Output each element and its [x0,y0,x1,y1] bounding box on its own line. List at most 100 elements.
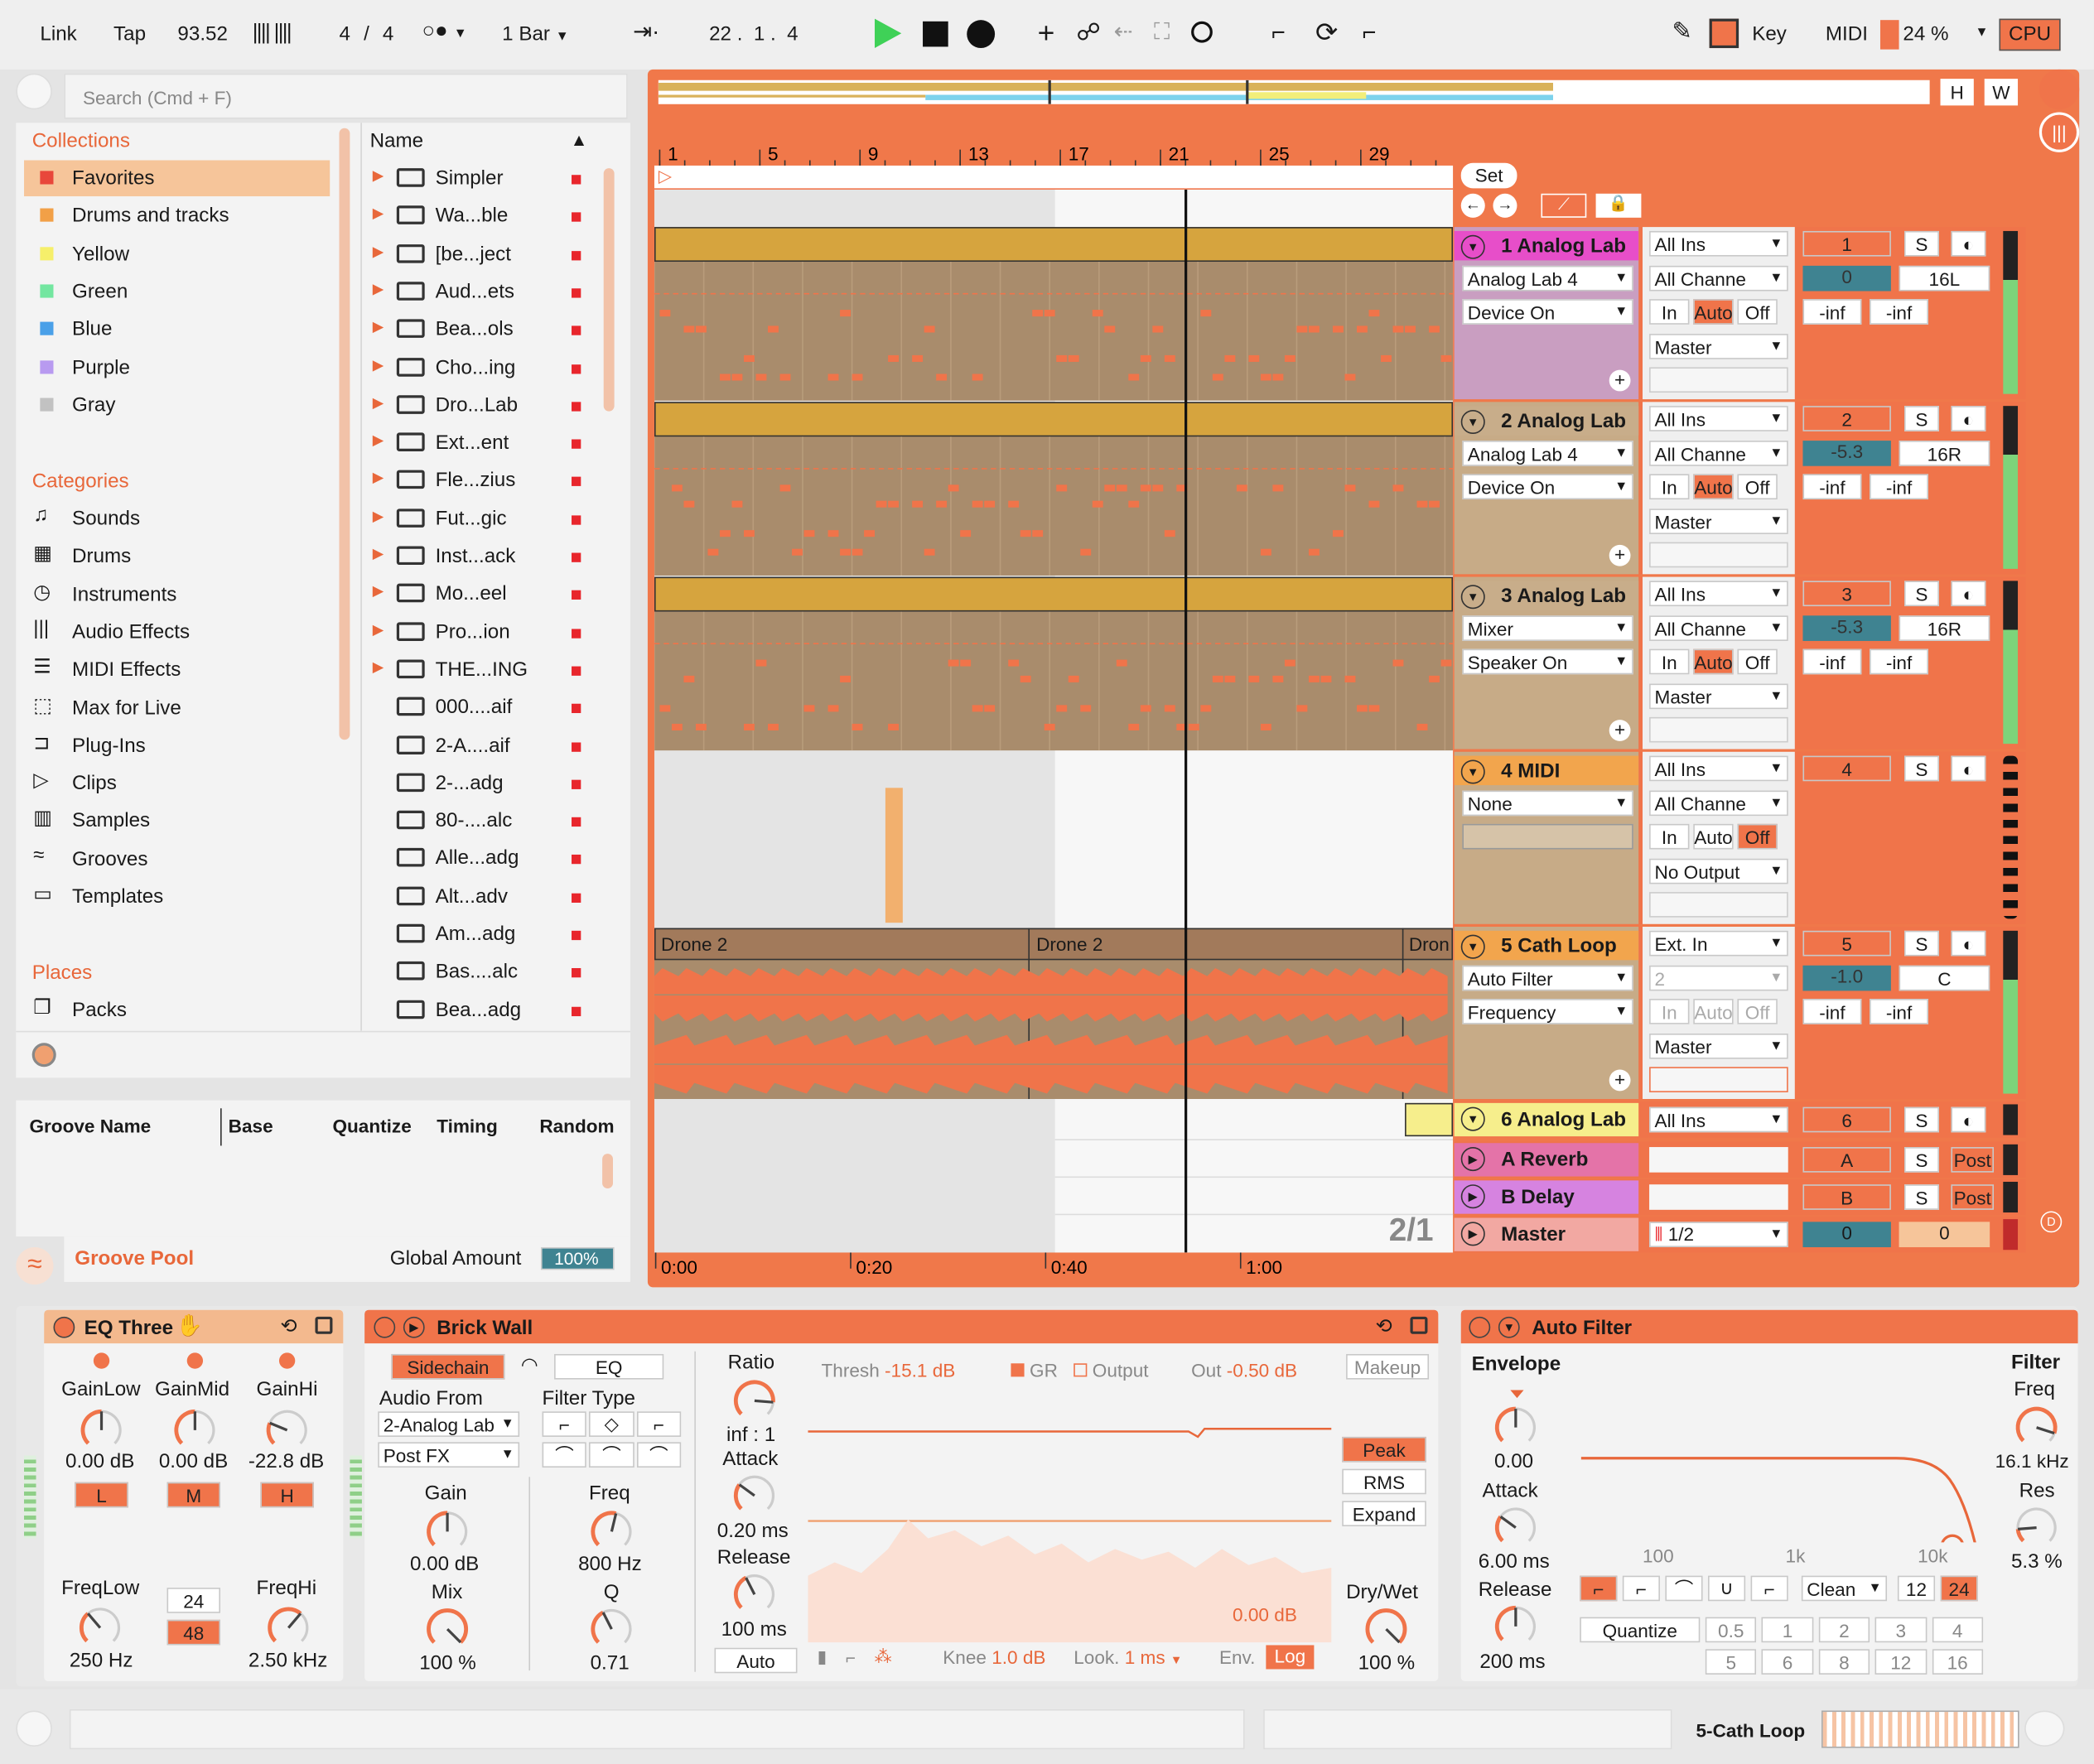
monitor-auto-button[interactable]: Auto [1693,648,1734,675]
groove-col-name[interactable]: Groove Name [29,1115,152,1137]
solo-button[interactable]: S [1903,1106,1939,1133]
volume-field[interactable]: -1.0 [1802,965,1891,991]
sidebar-item-max-for-live[interactable]: ⬚ Max for Live [24,688,330,725]
solo-button[interactable]: S [1903,230,1939,257]
time-signature[interactable]: 4 / 4 [339,22,393,45]
filter-type-grid[interactable]: ⌐ ◇ ⌐ ⌒ ⌒ ⌒ [542,1411,682,1470]
punch-out-icon[interactable]: ⌐ [1362,18,1377,46]
file-row[interactable]: ▶ Fut...gic [369,500,593,537]
gr-toggle[interactable]: GR [1011,1359,1058,1381]
monitor-off-button[interactable]: Off [1737,299,1778,325]
record-icon[interactable] [967,20,996,49]
collection-item[interactable]: Gray [24,387,330,423]
automation-edit-icon[interactable]: ⟋ [1541,193,1587,218]
monitor-in-button[interactable]: In [1649,999,1690,1024]
monitor-auto-button[interactable]: Auto [1693,999,1734,1024]
audio-from-select[interactable]: 2-Analog Lab ▼ [378,1411,520,1437]
collection-item[interactable]: Purple [24,349,330,386]
clip-track-6[interactable] [1405,1102,1454,1137]
sc-mix-knob[interactable] [419,1603,475,1651]
sidebar-item-plug-ins[interactable]: ⊐ Plug-Ins [24,726,330,763]
expand-arrow-icon[interactable]: ▶ [372,168,384,185]
bars-icon[interactable]: ▮ [817,1646,827,1667]
computer-keyboard-icon[interactable] [1709,18,1739,49]
input-type-select[interactable]: All Ins ▼ [1649,755,1788,782]
solo-button[interactable]: S [1903,581,1939,607]
status-left-icon[interactable] [16,1710,52,1747]
input-type-select[interactable]: All Ins ▼ [1649,1106,1788,1133]
collection-item[interactable]: Drums and tracks [24,198,330,234]
sc-freq-knob[interactable] [584,1506,640,1554]
input-type-select[interactable]: All Ins ▼ [1649,230,1788,257]
output-type-select[interactable]: No Output ▼ [1649,858,1788,884]
tap-point-select[interactable]: Post FX ▼ [378,1442,520,1468]
add-lane-icon[interactable]: + [1609,719,1631,741]
play-icon[interactable] [874,18,902,49]
file-row[interactable]: 2-...adg [369,765,593,802]
cpu-menu-icon[interactable]: ▼ [1975,25,1989,41]
sidebar-item-drums[interactable]: ▦ Drums [24,537,330,574]
midi-map-button[interactable]: MIDI [1825,22,1868,46]
knee-readout[interactable]: Knee 1.0 dB [943,1646,1045,1668]
expand-arrow-icon[interactable]: ▶ [372,357,384,374]
dry-wet-knob[interactable] [1358,1603,1415,1651]
expand-button[interactable]: Expand [1342,1501,1426,1526]
freqhi-knob[interactable] [260,1603,316,1651]
expand-arrow-icon[interactable]: ▶ [372,508,384,525]
parameter-chooser[interactable]: Frequency ▼ [1462,999,1633,1024]
freqlow-knob[interactable] [72,1603,128,1651]
solo-button[interactable]: S [1903,1184,1939,1210]
groove-col-random[interactable]: Random [539,1115,615,1137]
sidebar-item-instruments[interactable]: ◷ Instruments [24,575,330,611]
track-activator[interactable]: 6 [1802,1106,1891,1133]
expand-arrow-icon[interactable]: ▶ [372,621,384,639]
input-channel-select[interactable]: All Channe ▼ [1649,265,1788,292]
device-chooser[interactable]: Auto Filter ▼ [1462,965,1633,991]
output-channel-select[interactable] [1649,716,1788,743]
track-activator[interactable]: 3 [1802,581,1891,607]
track-title-bar[interactable]: ▶ B Delay [1454,1180,1639,1214]
prev-locator-icon[interactable]: ← [1460,193,1485,218]
pan-field[interactable]: 16L [1899,265,1990,292]
file-row[interactable]: 80-....alc [369,802,593,839]
stop-icon[interactable] [923,21,948,47]
low-on-button[interactable]: L [75,1482,128,1508]
monitor-auto-button[interactable]: Auto [1693,823,1734,850]
tap-button[interactable]: Tap [113,22,147,46]
preview-icon[interactable] [31,1043,56,1068]
browser-search-input[interactable] [64,73,628,119]
peak-left[interactable]: -inf [1802,648,1862,675]
attack-knob[interactable] [726,1470,783,1518]
file-row[interactable]: Bas....alc [369,954,593,990]
key-map-button[interactable]: Key [1752,22,1787,46]
sc-q-knob[interactable] [584,1603,640,1651]
filter-lp-icon[interactable]: ⌐ [542,1411,587,1437]
back-to-arrangement-icon[interactable]: ⇠ [1113,18,1133,45]
file-row[interactable]: 2-A....aif [369,727,593,764]
monitor-off-button[interactable]: Off [1737,648,1778,675]
input-type-select[interactable]: Ext. In ▼ [1649,930,1788,957]
master-volume-field[interactable]: 0 [1802,1222,1891,1247]
filter-ls-icon[interactable]: ⌒ [542,1442,587,1468]
quantize-step-8[interactable]: 8 [1818,1649,1870,1675]
lookahead-readout[interactable]: Look. 1 ms ▼ [1074,1646,1183,1668]
pan-field[interactable]: C [1899,965,1990,991]
monitor-in-button[interactable]: In [1649,474,1690,500]
ratio-knob[interactable] [726,1376,783,1424]
link-button[interactable]: Link [40,22,77,46]
slope-12-button[interactable]: 12 [1897,1575,1936,1602]
file-row[interactable]: ▶ Fle...zius [369,463,593,499]
minimize-circle-icon[interactable]: D [2040,1211,2063,1233]
quantize-step-12[interactable]: 12 [1874,1649,1927,1675]
sidebar-item-midi-effects[interactable]: ☰ MIDI Effects [24,651,330,687]
cpu-indicator[interactable]: CPU [1999,18,2061,51]
sidebar-item-grooves[interactable]: ≈ Grooves [24,840,330,876]
file-row[interactable]: ▶ [be...ject [369,236,593,272]
sidebar-item-sounds[interactable]: ♫ Sounds [24,499,330,536]
collection-item[interactable]: Yellow [24,236,330,272]
af-collapse-icon[interactable]: ▼ [1498,1316,1520,1338]
file-row[interactable]: Am...adg [369,916,593,952]
log-toggle[interactable]: Log [1266,1645,1315,1670]
quantize-select[interactable]: 1 Bar ▼ [502,22,569,46]
envelope-knob[interactable] [1488,1402,1544,1450]
